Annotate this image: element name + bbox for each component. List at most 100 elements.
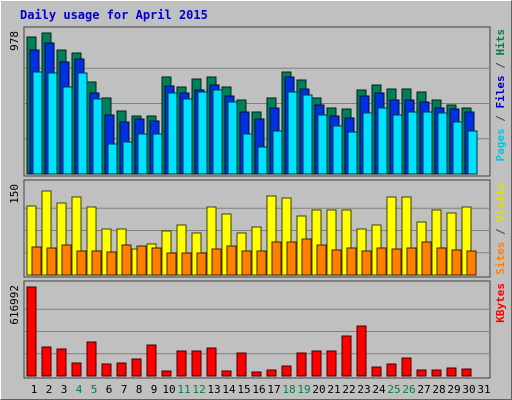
bar-sites-day-14 bbox=[226, 245, 237, 276]
bar-pages-day-11 bbox=[182, 98, 193, 175]
x-tick-label: 1 bbox=[31, 383, 38, 396]
bar-kbytes-day-2 bbox=[41, 346, 52, 377]
bar-pages-day-19 bbox=[302, 94, 313, 175]
x-tick-label: 10 bbox=[162, 383, 175, 396]
x-tick-label: 27 bbox=[417, 383, 430, 396]
bar-pages-day-8 bbox=[137, 133, 148, 175]
bar-kbytes-day-16 bbox=[251, 371, 262, 377]
bar-sites-day-21 bbox=[331, 249, 342, 276]
x-tick-label: 16 bbox=[252, 383, 265, 396]
bar-pages-day-6 bbox=[107, 143, 118, 175]
bar-kbytes-day-15 bbox=[236, 352, 247, 377]
bar-kbytes-day-12 bbox=[191, 350, 202, 377]
x-tick-label: 17 bbox=[267, 383, 280, 396]
bar-pages-day-5 bbox=[92, 98, 103, 175]
bar-sites-day-20 bbox=[316, 244, 327, 276]
bar-pages-day-12 bbox=[197, 91, 208, 175]
bar-sites-day-4 bbox=[76, 250, 87, 276]
bar-pages-day-2 bbox=[47, 72, 58, 175]
bar-sites-day-7 bbox=[121, 244, 132, 276]
x-tick-label: 2 bbox=[46, 383, 53, 396]
x-tick-label: 12 bbox=[192, 383, 205, 396]
x-tick-label: 26 bbox=[402, 383, 415, 396]
bar-kbytes-day-30 bbox=[461, 368, 472, 377]
bar-kbytes-day-24 bbox=[371, 366, 382, 377]
bar-sites-day-30 bbox=[466, 250, 477, 276]
x-tick-label: 9 bbox=[151, 383, 158, 396]
x-tick-label: 20 bbox=[312, 383, 325, 396]
bar-pages-day-14 bbox=[227, 101, 238, 175]
bar-sites-day-28 bbox=[436, 247, 447, 276]
x-tick-label: 4 bbox=[76, 383, 83, 396]
bar-sites-day-2 bbox=[46, 247, 57, 276]
bar-sites-day-19 bbox=[301, 238, 312, 276]
bar-kbytes-day-5 bbox=[86, 341, 97, 377]
bar-kbytes-day-9 bbox=[146, 344, 157, 377]
bar-pages-day-22 bbox=[347, 131, 358, 175]
panel-kbytes bbox=[23, 280, 491, 379]
bar-kbytes-day-11 bbox=[176, 350, 187, 377]
bar-pages-day-7 bbox=[122, 141, 133, 175]
bar-pages-day-20 bbox=[317, 114, 328, 175]
x-tick-label: 30 bbox=[462, 383, 475, 396]
x-tick-label: 25 bbox=[387, 383, 400, 396]
bar-kbytes-day-21 bbox=[326, 350, 337, 377]
ylabel-visits-sites: Sites / Visits bbox=[494, 182, 507, 275]
bar-sites-day-13 bbox=[211, 248, 222, 276]
bar-kbytes-day-22 bbox=[341, 335, 352, 377]
bar-sites-day-12 bbox=[196, 252, 207, 276]
bar-sites-day-8 bbox=[136, 245, 147, 276]
bar-sites-day-17 bbox=[271, 241, 282, 276]
bar-pages-day-9 bbox=[152, 133, 163, 175]
bar-kbytes-day-29 bbox=[446, 367, 457, 377]
bar-sites-day-18 bbox=[286, 241, 297, 276]
bar-pages-day-4 bbox=[77, 72, 88, 175]
bar-kbytes-day-27 bbox=[416, 369, 427, 377]
bar-sites-day-26 bbox=[406, 247, 417, 276]
bar-kbytes-day-20 bbox=[311, 350, 322, 377]
x-tick-label: 18 bbox=[282, 383, 295, 396]
bar-pages-day-10 bbox=[167, 92, 178, 175]
bar-sites-day-11 bbox=[181, 252, 192, 276]
x-tick-label: 11 bbox=[177, 383, 190, 396]
bar-pages-day-30 bbox=[467, 130, 478, 175]
ylabel-kbytes: KBytes bbox=[494, 283, 507, 323]
bar-kbytes-day-14 bbox=[221, 370, 232, 377]
bar-kbytes-day-3 bbox=[56, 348, 67, 377]
bar-pages-day-21 bbox=[332, 125, 343, 175]
bar-pages-day-18 bbox=[287, 91, 298, 175]
bar-kbytes-day-1 bbox=[26, 286, 37, 377]
bar-sites-day-24 bbox=[376, 247, 387, 276]
bar-pages-day-25 bbox=[392, 114, 403, 175]
ymax-label: 978 bbox=[8, 31, 21, 51]
x-tick-label: 7 bbox=[121, 383, 128, 396]
bar-sites-day-9 bbox=[151, 247, 162, 276]
ylabel-hits-files-pages: Pages / Files / Hits bbox=[494, 29, 507, 162]
bar-pages-day-28 bbox=[437, 112, 448, 175]
bar-sites-day-22 bbox=[346, 247, 357, 276]
bar-pages-day-23 bbox=[362, 112, 373, 175]
bar-kbytes-day-23 bbox=[356, 325, 367, 377]
bar-sites-day-1 bbox=[31, 246, 42, 276]
bar-pages-day-13 bbox=[212, 89, 223, 175]
bar-kbytes-day-28 bbox=[431, 369, 442, 377]
bar-pages-day-15 bbox=[242, 133, 253, 175]
bar-pages-day-29 bbox=[452, 121, 463, 175]
x-tick-label: 13 bbox=[207, 383, 220, 396]
bar-pages-day-26 bbox=[407, 111, 418, 175]
x-tick-label: 21 bbox=[327, 383, 340, 396]
bar-kbytes-day-17 bbox=[266, 369, 277, 377]
bar-pages-day-16 bbox=[257, 146, 268, 175]
bar-pages-day-17 bbox=[272, 130, 283, 175]
ymax-label: 616992 bbox=[8, 285, 21, 325]
x-tick-label: 5 bbox=[91, 383, 98, 396]
bar-kbytes-day-13 bbox=[206, 347, 217, 377]
bar-kbytes-day-10 bbox=[161, 370, 172, 377]
chart-title: Daily usage for April 2015 bbox=[20, 8, 208, 22]
bar-kbytes-day-19 bbox=[296, 352, 307, 377]
bar-sites-day-25 bbox=[391, 248, 402, 276]
bar-sites-day-29 bbox=[451, 249, 462, 276]
bar-pages-day-24 bbox=[377, 107, 388, 175]
x-tick-label: 14 bbox=[222, 383, 236, 396]
